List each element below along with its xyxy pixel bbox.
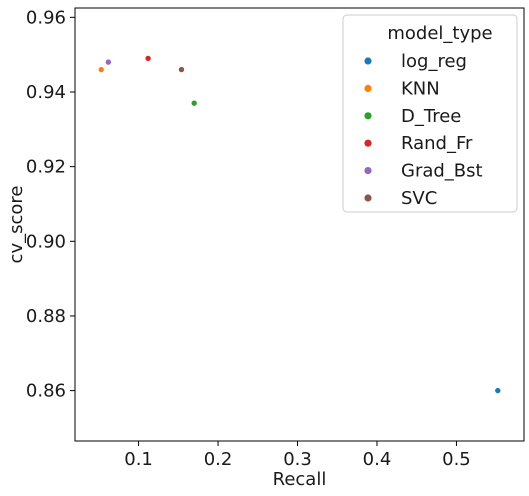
legend-label: Grad_Bst bbox=[401, 161, 483, 182]
data-points bbox=[97, 55, 502, 394]
y-tick-label: 0.96 bbox=[26, 7, 66, 28]
y-tick-label: 0.88 bbox=[26, 306, 66, 327]
legend-marker bbox=[364, 194, 372, 202]
legend-label: Rand_Fr bbox=[401, 133, 473, 154]
legend-label: KNN bbox=[401, 78, 440, 99]
legend-marker bbox=[364, 167, 372, 175]
y-tick-label: 0.92 bbox=[26, 157, 66, 178]
x-tick-label: 0.3 bbox=[283, 449, 312, 470]
legend-marker bbox=[364, 57, 372, 65]
y-tick-label: 0.94 bbox=[26, 82, 66, 103]
legend-label: D_Tree bbox=[401, 106, 461, 127]
data-point-grad-bst bbox=[105, 58, 112, 66]
legend-box bbox=[342, 14, 518, 213]
legend-title: model_type bbox=[387, 23, 492, 44]
legend-marker bbox=[364, 139, 372, 147]
x-tick-label: 0.1 bbox=[124, 449, 153, 470]
legend-label: SVC bbox=[401, 188, 437, 209]
data-point-svc bbox=[178, 66, 185, 73]
y-tick-label: 0.90 bbox=[26, 231, 66, 252]
x-tick-label: 0.4 bbox=[363, 449, 392, 470]
legend-marker bbox=[364, 112, 372, 120]
y-tick-label: 0.86 bbox=[26, 381, 66, 402]
x-axis-label: Recall bbox=[273, 469, 327, 490]
y-axis-label: cv_score bbox=[6, 186, 27, 264]
data-point-log-reg bbox=[494, 387, 502, 394]
plot-frame bbox=[74, 7, 525, 442]
axes: 0.1 0.2 0.3 0.4 0.5 0.86 0.88 0.90 0.92 0.94 0.96 bbox=[26, 7, 525, 470]
data-point-knn bbox=[97, 66, 105, 73]
data-point-rand-fr bbox=[144, 55, 152, 62]
legend-label: log_reg bbox=[401, 51, 467, 72]
x-tick-label: 0.2 bbox=[204, 449, 233, 470]
data-point-d-tree bbox=[190, 99, 198, 107]
x-tick-label: 0.5 bbox=[442, 449, 471, 470]
legend: model_type log_reg KNN D_Tree Rand_Fr Grad_Bs… bbox=[342, 14, 518, 213]
legend-marker bbox=[364, 84, 372, 92]
